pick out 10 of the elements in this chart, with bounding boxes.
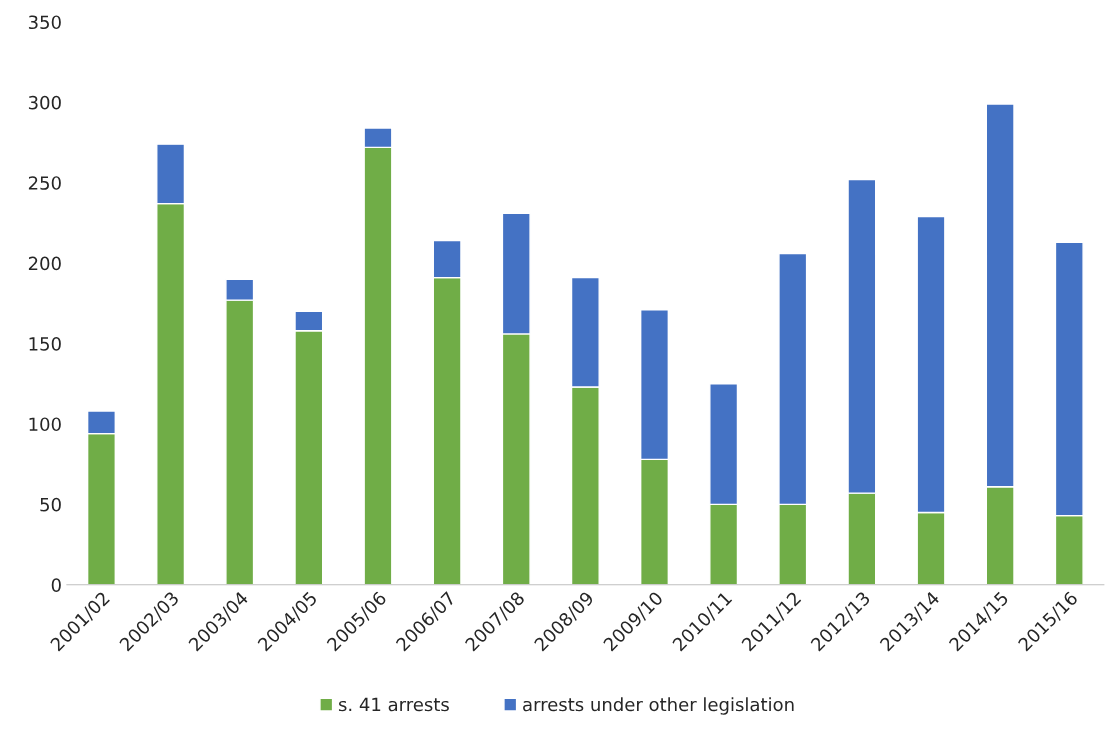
- y-tick-label: 100: [29, 417, 61, 432]
- legend-label: s. 41 arrests: [338, 697, 449, 712]
- y-tick-label: 0: [51, 578, 61, 592]
- y-tick-label: 250: [28, 176, 61, 190]
- legend-label: arrests under other legislation: [523, 697, 794, 715]
- y-tick-label: 200: [28, 256, 61, 271]
- y-tick-label: 150: [29, 337, 61, 351]
- y-tick-label: 300: [28, 95, 61, 110]
- y-tick-label: 350: [28, 15, 61, 30]
- y-tick-label: 50: [40, 497, 61, 512]
